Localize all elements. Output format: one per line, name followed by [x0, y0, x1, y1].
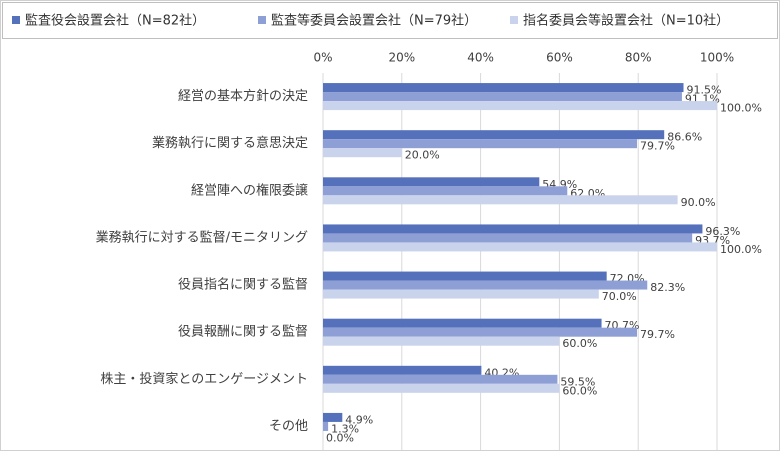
value-label: 79.7%: [640, 328, 675, 341]
bar: [323, 130, 665, 140]
bar: [323, 412, 343, 422]
value-label: 0.0%: [326, 431, 354, 444]
bar: [323, 327, 638, 337]
bar: [323, 139, 638, 149]
bar: [323, 101, 717, 111]
value-label: 20.0%: [405, 149, 440, 162]
x-tick-label: 40%: [467, 51, 494, 65]
bar: [323, 365, 482, 375]
bar: [323, 242, 717, 252]
y-tick-label: 業務執行に対する監督/モニタリング: [96, 229, 308, 245]
value-label: 79.7%: [640, 140, 675, 153]
value-label: 70.0%: [602, 290, 637, 303]
bar: [323, 421, 329, 431]
bar: [323, 186, 568, 196]
value-label: 86.6%: [667, 131, 702, 144]
bar: [323, 289, 599, 299]
bar: [323, 280, 648, 290]
value-label: 100.0%: [720, 102, 762, 115]
y-tick-label: 業務執行に関する意思決定: [152, 135, 308, 151]
value-label: 60.0%: [562, 337, 597, 350]
value-label: 90.0%: [681, 196, 716, 209]
value-label: 4.9%: [345, 413, 373, 426]
bar: [323, 336, 560, 346]
legend-frame: [2, 2, 778, 39]
x-tick-label: 0%: [313, 51, 332, 65]
value-label: 96.3%: [705, 225, 740, 238]
x-tick-label: 80%: [625, 51, 652, 65]
value-label: 59.5%: [560, 375, 595, 388]
legend-swatch: [510, 16, 518, 24]
bar: [323, 271, 607, 281]
legend-swatch: [12, 16, 20, 24]
x-tick-label: 20%: [388, 51, 415, 65]
y-tick-label: 役員報酬に関する監督: [178, 324, 308, 340]
value-label: 60.0%: [562, 384, 597, 397]
bar: [323, 83, 684, 93]
y-tick-label: 経営の基本方針の決定: [178, 88, 308, 104]
legend-label: 指名委員会等設置会社（N=10社）: [523, 13, 729, 29]
bar: [323, 374, 558, 384]
bar: [323, 92, 682, 102]
legend-swatch: [258, 16, 266, 24]
y-tick-label: 株主・投資家とのエンゲージメント: [100, 371, 308, 387]
bar: [323, 195, 678, 205]
bar: [323, 383, 560, 393]
bar: [323, 177, 540, 187]
value-label: 91.5%: [687, 84, 722, 97]
y-tick-label: 役員指名に関する監督: [178, 277, 308, 293]
y-tick-label: 経営陣への権限委譲: [191, 182, 308, 198]
x-tick-label: 100%: [700, 51, 734, 65]
bar: [323, 318, 602, 328]
x-tick-label: 60%: [546, 51, 573, 65]
bar: [323, 224, 703, 234]
bar: [323, 233, 693, 243]
legend-label: 監査役会設置会社（N=82社）: [25, 13, 205, 29]
value-label: 1.3%: [331, 422, 359, 435]
bar: [323, 148, 402, 158]
value-label: 100.0%: [720, 243, 762, 256]
y-tick-label: その他: [269, 419, 308, 434]
value-label: 82.3%: [650, 281, 685, 294]
legend-label: 監査等委員会設置会社（N=79社）: [271, 13, 477, 29]
